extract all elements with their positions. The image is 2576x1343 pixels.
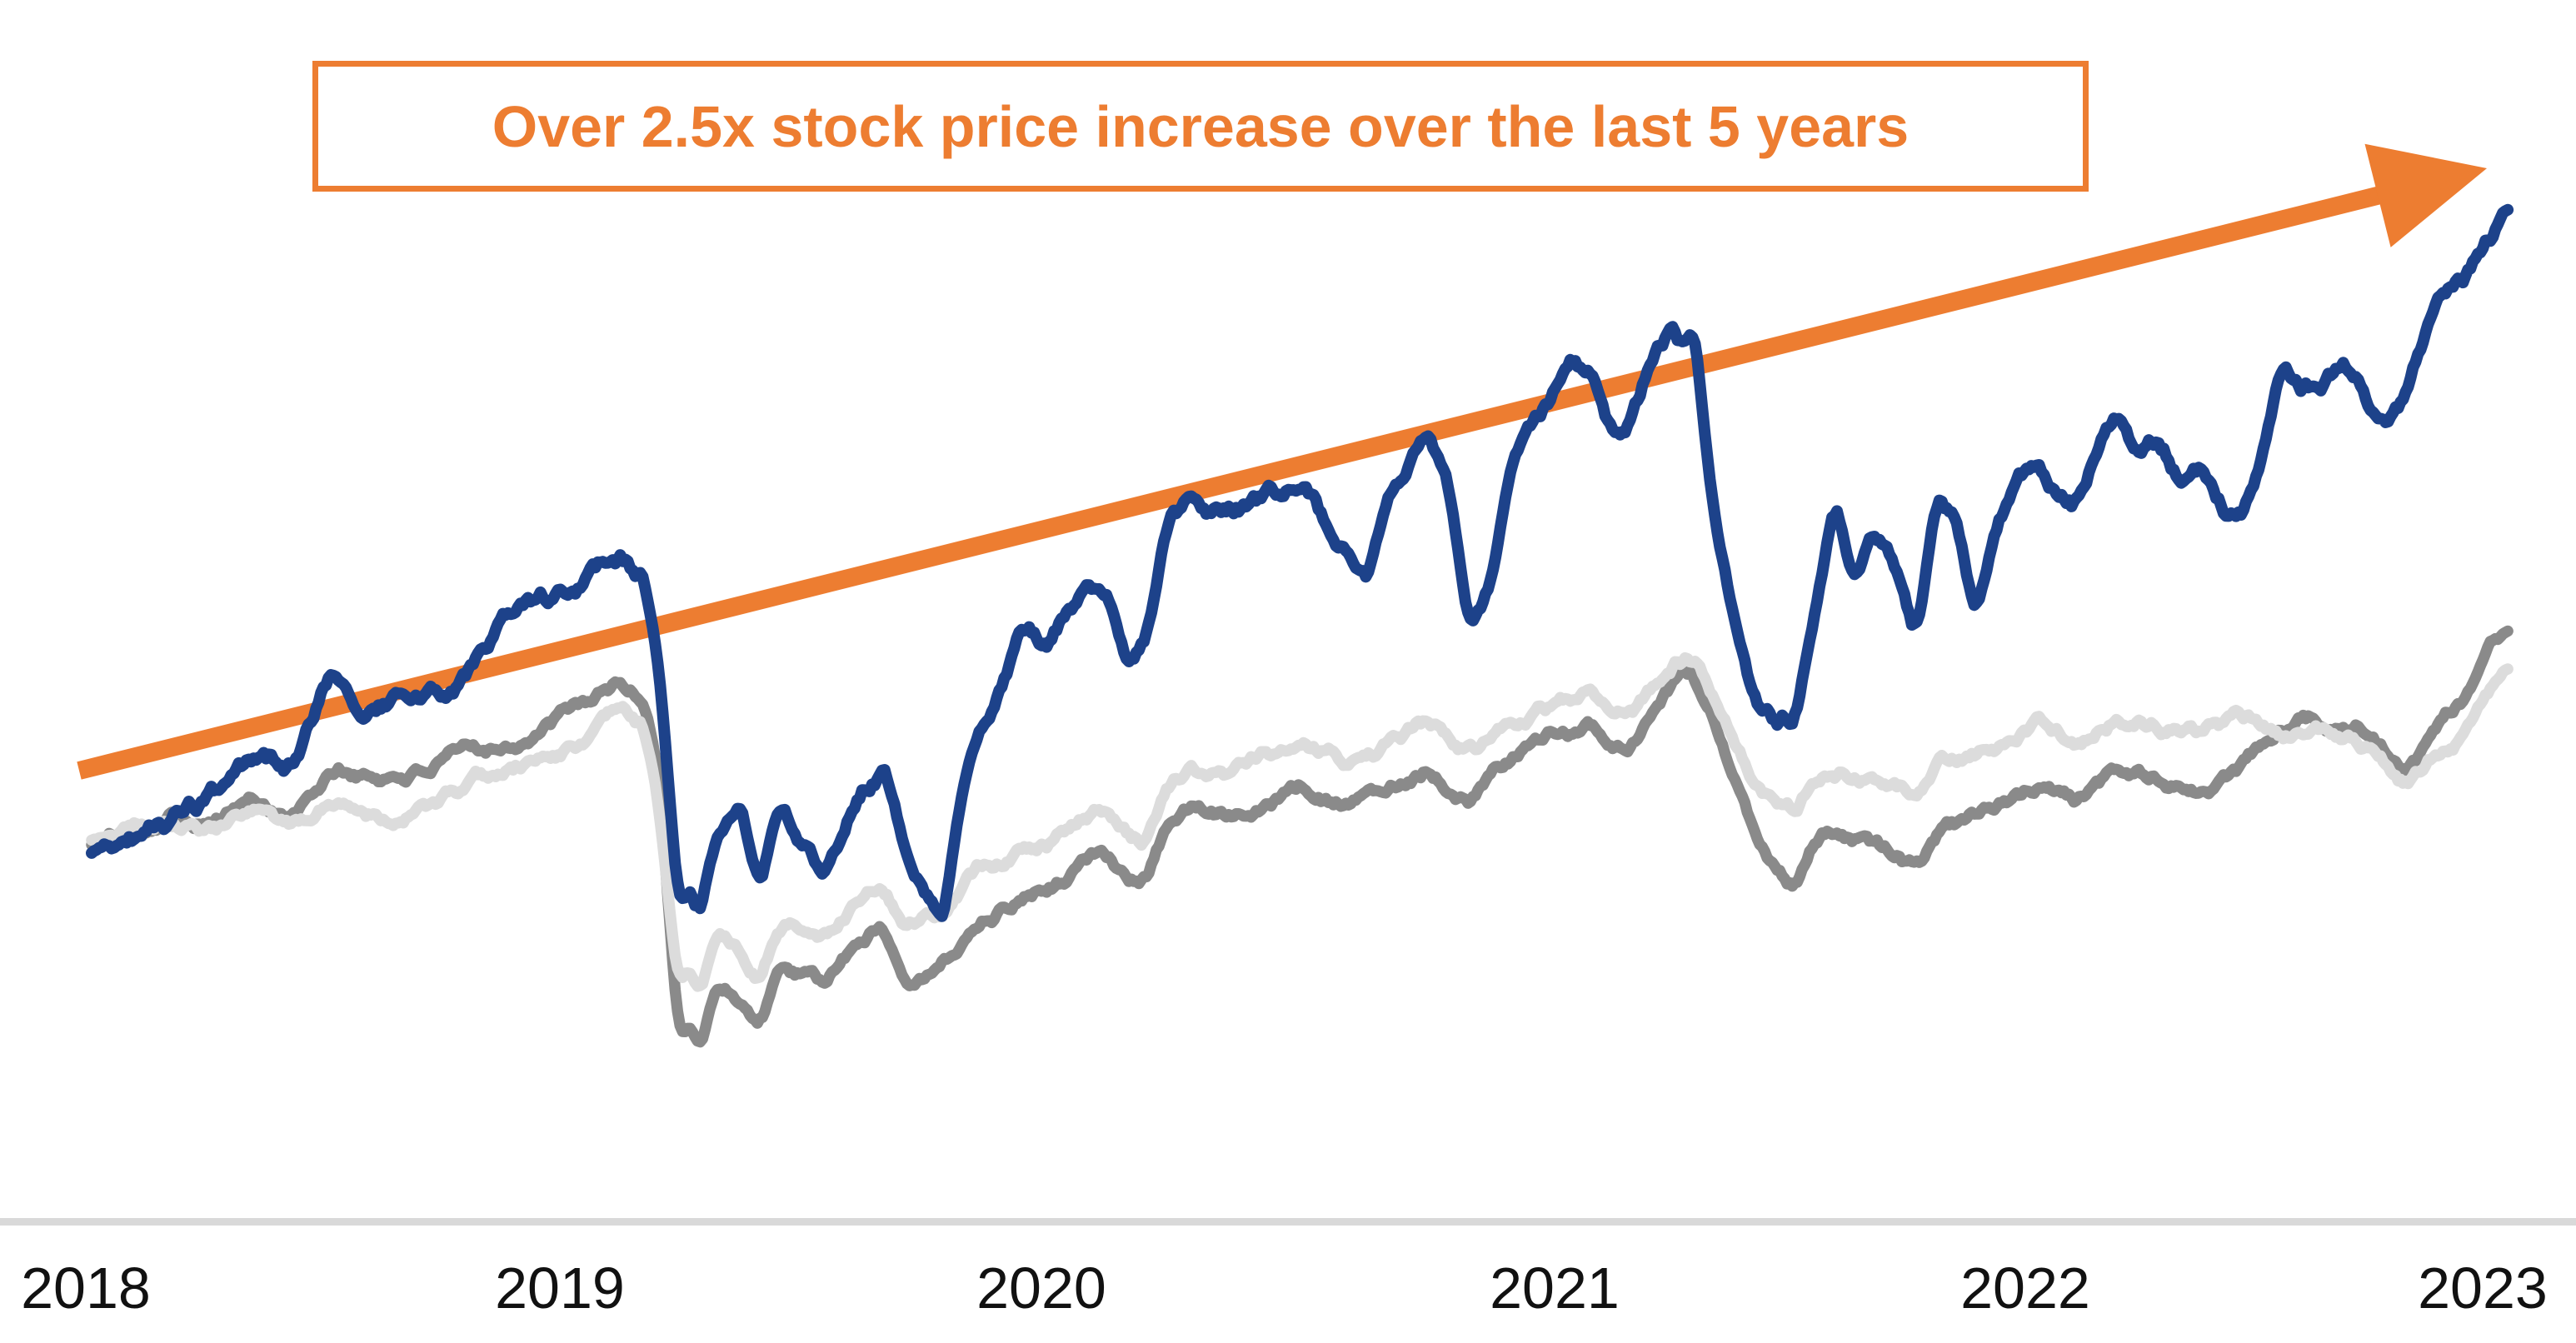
x-axis-label-2019: 2019: [495, 1256, 625, 1321]
x-axis-label-2020: 2020: [976, 1256, 1106, 1321]
series-benchmark-light-gray-line: [86, 652, 2514, 992]
annotation-title-text: Over 2.5x stock price increase over the …: [492, 93, 1910, 159]
series-company-stock-navy-line: [86, 203, 2514, 922]
annotation-box: Over 2.5x stock price increase over the …: [312, 61, 2089, 192]
trend-arrow-head: [2364, 143, 2487, 247]
x-axis-label-2022: 2022: [1960, 1256, 2090, 1321]
series-benchmark-dark-gray-line: [86, 625, 2514, 1048]
x-axis-label-2023: 2023: [2418, 1256, 2548, 1321]
x-axis-label-2021: 2021: [1490, 1256, 1620, 1321]
x-axis-label-2018: 2018: [21, 1256, 151, 1321]
